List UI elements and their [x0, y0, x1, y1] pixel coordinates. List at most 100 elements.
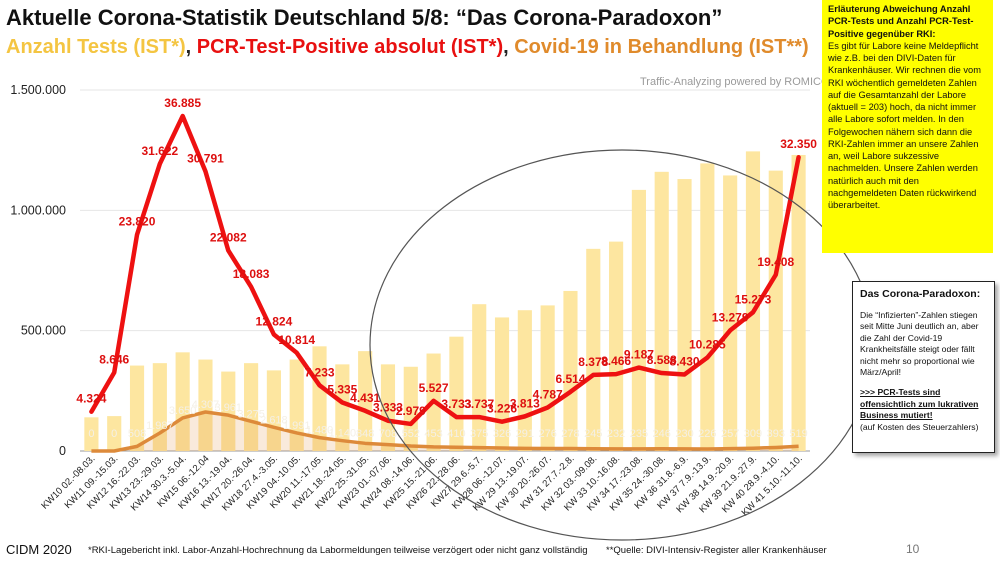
legend-separator: ,: [185, 36, 197, 58]
bar-tests: [175, 352, 190, 451]
bar-tests: [472, 304, 487, 451]
point-positive: [591, 373, 595, 377]
data-label-covid: 3.961: [215, 402, 243, 414]
bar-tests: [358, 351, 373, 451]
bar-tests: [266, 370, 281, 451]
data-label-positive: 8.378: [578, 355, 608, 369]
bar-tests: [198, 359, 213, 451]
data-label-covid: 246: [653, 428, 671, 440]
bar-tests: [335, 364, 350, 451]
point-positive: [432, 399, 436, 403]
data-label-covid: 552: [402, 428, 420, 440]
footer-brand: CIDM 2020: [6, 542, 72, 557]
point-positive: [637, 366, 641, 370]
y-tick-label: 1.000.000: [10, 203, 66, 217]
data-label-covid: 1.140: [329, 428, 357, 440]
data-label-covid: 326: [493, 428, 511, 440]
data-label-covid: 278: [561, 428, 579, 440]
point-positive: [295, 351, 299, 355]
point-positive: [568, 390, 572, 394]
bar-tests: [609, 241, 624, 451]
data-label-positive: 8.646: [99, 352, 129, 366]
data-label-positive: 22.082: [210, 230, 247, 244]
point-positive: [523, 414, 527, 418]
paradox-body: Die “Infizierten”-Zahlen stiegen seit Mi…: [860, 309, 979, 378]
data-label-covid: 0: [111, 428, 117, 440]
bar-tests: [289, 359, 304, 451]
data-label-positive: 36.885: [164, 96, 201, 110]
data-label-positive: 13.279: [712, 310, 749, 324]
data-label-covid: 2.618: [260, 414, 288, 426]
data-label-covid: 519: [789, 428, 807, 440]
bar-tests: [563, 290, 578, 451]
point-positive: [683, 372, 687, 376]
point-positive: [774, 273, 778, 277]
data-label-positive: 4.324: [76, 392, 106, 406]
data-label-positive: 7.233: [305, 365, 335, 379]
point-positive: [249, 285, 253, 289]
data-label-covid: 453: [424, 428, 442, 440]
data-label-covid: 375: [470, 428, 488, 440]
data-label-covid: 1.991: [283, 420, 311, 432]
data-label-positive: 3.737: [464, 397, 494, 411]
point-positive: [751, 310, 755, 314]
data-label-positive: 8.588: [647, 353, 677, 367]
bar-tests: [677, 179, 692, 451]
point-positive: [500, 420, 504, 424]
point-positive: [203, 169, 207, 173]
data-label-positive: 5.527: [419, 381, 449, 395]
legend-covid: Covid-19 in Behandlung (IST**): [514, 36, 809, 58]
bar-tests: [494, 317, 510, 451]
data-label-covid: 4.307: [192, 399, 220, 411]
bar-tests: [312, 346, 327, 451]
data-label-positive: 8.430: [670, 354, 700, 368]
data-label-covid: 3.275: [237, 408, 265, 420]
point-positive: [477, 415, 481, 419]
data-label-positive: 10.814: [278, 333, 315, 347]
data-label-covid: 508: [128, 428, 146, 440]
footer-note-divi: **Quelle: DIVI-Intensiv-Register aller K…: [606, 545, 827, 556]
bar-tests: [631, 189, 646, 452]
data-label-positive: 18.083: [233, 267, 270, 281]
point-positive: [135, 233, 139, 237]
chart-subtitle: Anzahl Tests (IST*), PCR-Test-Positive a…: [6, 36, 809, 59]
bar-tests: [244, 363, 259, 451]
data-label-covid: 3.650: [169, 405, 197, 417]
paradox-link[interactable]: >>> PCR-Tests sind offensichtlich zum lu…: [860, 387, 979, 421]
bar-tests: [745, 151, 761, 451]
data-label-covid: 291: [516, 428, 534, 440]
bar-tests: [723, 175, 738, 452]
legend-tests: Anzahl Tests (IST*): [6, 36, 186, 58]
data-label-covid: 235: [630, 428, 648, 440]
data-label-positive: 15.273: [735, 292, 772, 306]
data-label-covid: 410: [447, 428, 465, 440]
footer-note-rki: *RKI-Lagebericht inkl. Labor-Anzahl-Hoch…: [88, 545, 588, 556]
data-label-positive: 3.813: [510, 396, 540, 410]
bar-tests: [654, 171, 669, 451]
data-label-positive: 2.979: [396, 404, 426, 418]
bar-tests: [449, 336, 464, 451]
credit-text: Traffic-Analyzing powered by ROMICO: [640, 76, 830, 88]
data-label-positive: 3.226: [487, 402, 517, 416]
bar-tests: [586, 248, 601, 451]
data-label-positive: 12.824: [256, 315, 293, 329]
data-label-covid: 257: [721, 428, 739, 440]
data-label-covid: 1.480: [306, 425, 334, 437]
point-positive: [454, 415, 458, 419]
data-label-positive: 10.285: [689, 338, 726, 352]
data-label-positive: 30.791: [187, 151, 224, 165]
bar-tests: [403, 366, 418, 451]
data-label-positive: 9.187: [624, 348, 654, 362]
point-positive: [89, 410, 93, 414]
data-label-covid: 245: [584, 428, 602, 440]
data-label-positive: 19.408: [757, 255, 794, 269]
bar-tests: [221, 371, 236, 451]
bar-tests: [700, 163, 715, 452]
data-label-covid: 226: [698, 428, 716, 440]
data-label-covid: 0: [88, 428, 94, 440]
data-label-covid: 393: [767, 428, 785, 440]
point-positive: [158, 162, 162, 166]
y-tick-label: 1.500.000: [10, 83, 66, 97]
explanation-body: Es gibt für Labore keine Meldepflicht wi…: [828, 40, 981, 211]
